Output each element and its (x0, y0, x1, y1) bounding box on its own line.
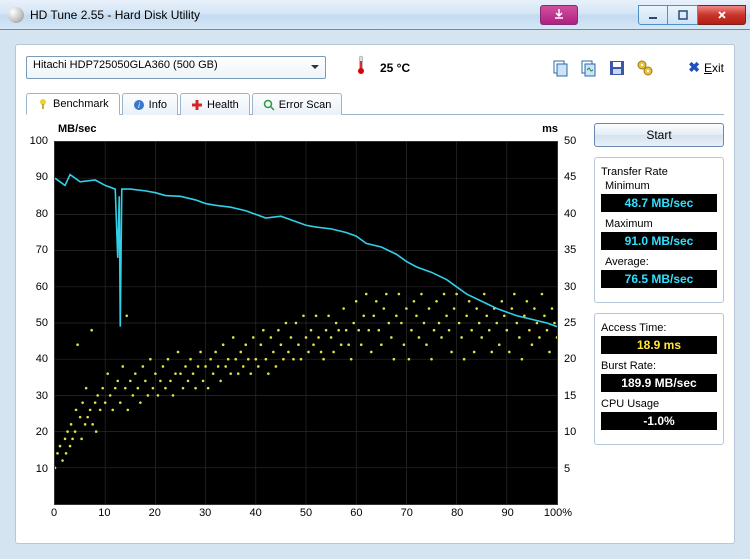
avg-label: Average: (605, 256, 717, 268)
max-value: 91.0 MB/sec (601, 232, 717, 250)
exit-button[interactable]: ✖ Exit (688, 59, 724, 76)
cpu-label: CPU Usage (601, 398, 717, 410)
y-left-ticks: 102030405060708090100 (26, 141, 52, 505)
errorscan-icon (263, 99, 275, 111)
exit-x-icon: ✖ (688, 59, 700, 76)
cpu-value: -1.0% (601, 412, 717, 430)
copy-screenshot-icon[interactable] (580, 59, 598, 77)
burst-label: Burst Rate: (601, 360, 717, 372)
access-value: 18.9 ms (601, 336, 717, 354)
drive-select[interactable]: Hitachi HDP725050GLA360 (500 GB) (26, 56, 326, 79)
chart-plot (54, 141, 558, 505)
tab-errorscan[interactable]: Error Scan (252, 93, 343, 115)
benchmark-icon (37, 98, 49, 110)
temperature-value: 25 °C (380, 61, 410, 75)
minimize-button[interactable] (638, 5, 668, 25)
y-left-label: MB/sec (58, 123, 97, 135)
close-button[interactable] (698, 5, 746, 25)
svg-text:i: i (138, 101, 140, 110)
health-icon (191, 99, 203, 111)
y-right-ticks: 5101520253035404550 (560, 141, 582, 505)
info-icon: i (133, 99, 145, 111)
burst-value: 189.9 MB/sec (601, 374, 717, 392)
access-burst-panel: Access Time: 18.9 ms Burst Rate: 189.9 M… (594, 313, 724, 445)
tab-benchmark[interactable]: Benchmark (26, 93, 120, 115)
tab-info[interactable]: i Info (122, 93, 178, 115)
thermometer-icon (356, 55, 366, 80)
titlebar: HD Tune 2.55 - Hard Disk Utility (0, 0, 750, 30)
window-title: HD Tune 2.55 - Hard Disk Utility (30, 8, 540, 22)
tab-health[interactable]: Health (180, 93, 250, 115)
y-right-label: ms (542, 123, 558, 135)
min-label: Minimum (605, 180, 717, 192)
maximize-button[interactable] (668, 5, 698, 25)
avg-value: 76.5 MB/sec (601, 270, 717, 288)
app-icon (8, 7, 24, 23)
main-panel: Hitachi HDP725050GLA360 (500 GB) 25 °C ✖… (15, 44, 735, 544)
max-label: Maximum (605, 218, 717, 230)
benchmark-chart: MB/sec ms 102030405060708090100 51015202… (26, 123, 582, 523)
exit-label: Exit (704, 61, 724, 75)
min-value: 48.7 MB/sec (601, 194, 717, 212)
download-button[interactable] (540, 5, 578, 25)
copy-info-icon[interactable] (552, 59, 570, 77)
start-button[interactable]: Start (594, 123, 724, 147)
save-icon[interactable] (608, 59, 626, 77)
access-label: Access Time: (601, 322, 717, 334)
transfer-rate-panel: Transfer Rate Minimum 48.7 MB/sec Maximu… (594, 157, 724, 303)
x-ticks: 0102030405060708090100% (54, 507, 558, 523)
tab-bar: Benchmark i Info Health Error Scan (26, 92, 724, 115)
transfer-rate-label: Transfer Rate (601, 166, 717, 178)
drive-select-value: Hitachi HDP725050GLA360 (500 GB) (33, 59, 218, 71)
options-icon[interactable] (636, 59, 654, 77)
